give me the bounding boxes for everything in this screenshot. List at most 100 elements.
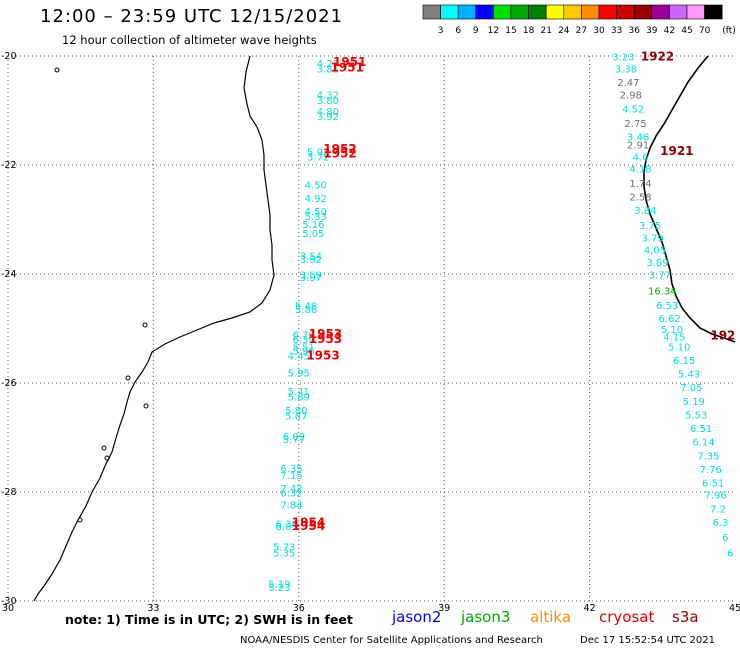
island-outline bbox=[104, 455, 110, 461]
lat-tick-label: -22 bbox=[1, 160, 17, 171]
wave-height-label: 5.48 bbox=[295, 301, 317, 312]
island-outline bbox=[142, 322, 148, 328]
wave-height-label: 3.92 bbox=[317, 112, 339, 123]
wave-height-label: 5.19 bbox=[683, 397, 705, 408]
lat-tick-label: -26 bbox=[1, 378, 17, 389]
wave-height-label: 6.39 bbox=[293, 335, 315, 346]
lon-tick-label: 33 bbox=[147, 603, 159, 614]
pass-time-label: 1953 bbox=[309, 327, 342, 341]
legend-tick-label: 30 bbox=[593, 26, 605, 36]
wave-height-label: 3.72 bbox=[307, 153, 329, 164]
wave-height-label: 3.89 bbox=[646, 258, 668, 269]
pass-time-label: 1952 bbox=[323, 142, 356, 156]
wave-height-label: 7.76 bbox=[700, 465, 722, 476]
legend-tick-label: 33 bbox=[611, 26, 622, 36]
legend-unit: (ft) bbox=[722, 26, 736, 36]
wave-height-label: 5.19 bbox=[268, 579, 290, 590]
island-outline bbox=[125, 375, 131, 381]
wave-height-label: 3.97 bbox=[300, 273, 322, 284]
pass-time-label: 1952 bbox=[323, 146, 356, 160]
lon-tick-label: 36 bbox=[293, 603, 305, 614]
wave-height-label: 4.6 bbox=[633, 153, 649, 164]
lon-tick-label: 39 bbox=[438, 603, 450, 614]
wave-height-label: 2.47 bbox=[617, 78, 639, 89]
wave-height-label: 5.95 bbox=[288, 368, 310, 379]
legend-tick-label: 12 bbox=[488, 26, 499, 36]
wave-height-label: 4.80 bbox=[317, 107, 339, 118]
legend-tick-label: 3 bbox=[438, 26, 444, 36]
legend-tick-label: 45 bbox=[681, 26, 692, 36]
pass-time-label: 1954 bbox=[292, 515, 325, 529]
wave-height-label: 6.09 bbox=[283, 432, 305, 443]
pass-time-label: 192 bbox=[710, 328, 735, 342]
wave-height-label: 6.15 bbox=[673, 356, 695, 367]
wave-height-label: 4.15 bbox=[663, 332, 685, 343]
legend-tick-label: 15 bbox=[505, 26, 516, 36]
legend-tick-label: 42 bbox=[664, 26, 675, 36]
legend-tick-label: 9 bbox=[473, 26, 479, 36]
timestamp-text: Dec 17 15:52:54 UTC 2021 bbox=[580, 635, 715, 646]
wave-height-label: 3.59 bbox=[300, 270, 322, 281]
wave-height-label: 5.93 bbox=[307, 148, 329, 159]
wave-height-label: 3.79 bbox=[641, 233, 663, 244]
wave-height-label: 6.62 bbox=[658, 314, 680, 325]
wave-height-label: 5.53 bbox=[685, 410, 707, 421]
wave-height-label: 5.89 bbox=[288, 392, 310, 403]
wave-height-label: 5.87 bbox=[285, 412, 307, 423]
wave-height-label: 7.96 bbox=[704, 491, 726, 502]
wave-height-label: 6.85 bbox=[276, 522, 298, 533]
wave-height-label: 5.77 bbox=[283, 435, 305, 446]
legend-swatch bbox=[704, 4, 723, 20]
lon-tick-label: 30 bbox=[2, 603, 14, 614]
island-outline bbox=[54, 67, 60, 73]
lon-tick-label: 42 bbox=[584, 603, 596, 614]
wave-height-label: 6.35 bbox=[280, 464, 302, 475]
wave-height-label: 4.52 bbox=[622, 105, 644, 116]
wave-height-label: 2.91 bbox=[627, 141, 649, 152]
legend-tick-label: 21 bbox=[540, 26, 551, 36]
pass-time-label: 1953 bbox=[309, 332, 342, 346]
credit-text: NOAA/NESDIS Center for Satellite Applica… bbox=[240, 635, 543, 646]
wave-height-label: 6.51 bbox=[702, 479, 724, 490]
wave-height-label: 4.92 bbox=[305, 194, 327, 205]
wave-height-label: 7.35 bbox=[697, 451, 719, 462]
pass-time-label: 1951 bbox=[331, 60, 364, 74]
wave-height-label: 6.34 bbox=[276, 519, 298, 530]
wave-height-label: 6 bbox=[722, 533, 728, 544]
map-subtitle: 12 hour collection of altimeter wave hei… bbox=[62, 33, 317, 47]
wave-height-label: 3.77 bbox=[649, 270, 671, 281]
lat-tick-label: -28 bbox=[1, 487, 17, 498]
wave-height-label: 5.16 bbox=[302, 220, 324, 231]
wave-height-label: 5.41 bbox=[288, 387, 310, 398]
wave-height-label: 3.23 bbox=[612, 52, 634, 63]
wave-height-label: 7.84 bbox=[280, 500, 302, 511]
wave-height-label: 7.42 bbox=[280, 484, 302, 495]
wave-height-label: 3.54 bbox=[300, 251, 322, 262]
wave-height-label: 4.50 bbox=[305, 180, 327, 191]
wave-height-label: 3.38 bbox=[615, 64, 637, 75]
lat-tick-label: -24 bbox=[1, 269, 17, 280]
wave-height-label: 5.73 bbox=[273, 542, 295, 553]
wave-height-label: 3.92 bbox=[300, 255, 322, 266]
wave-height-label: 5.10 bbox=[661, 325, 683, 336]
pass-time-label: 1921 bbox=[660, 144, 693, 158]
wave-height-label: 3.81 bbox=[317, 64, 339, 75]
footnote: note: 1) Time is in UTC; 2) SWH is in fe… bbox=[65, 612, 353, 627]
pass-time-label: 1954 bbox=[292, 519, 325, 533]
wave-height-label: 5.86 bbox=[295, 305, 317, 316]
wave-height-label: 6.53 bbox=[656, 301, 678, 312]
wave-height-label: 2.98 bbox=[620, 91, 642, 102]
wave-height-label: 7.05 bbox=[680, 383, 702, 394]
island-outline bbox=[101, 445, 107, 451]
wave-height-label: 3.80 bbox=[317, 96, 339, 107]
wave-height-label: 5.51 bbox=[293, 342, 315, 353]
color-legend: 3 6 9 12 15 18 21 24 27 30 33 36 39 42 45 70 (ft) bbox=[422, 4, 736, 36]
island-outline bbox=[77, 517, 83, 523]
pass-time-label: 1951 bbox=[333, 55, 366, 69]
wave-height-label: 16.34 bbox=[648, 287, 677, 298]
wave-height-label: 4.45 bbox=[288, 352, 310, 363]
wave-height-label: 5.35 bbox=[273, 548, 295, 559]
wave-height-label: 7.15 bbox=[280, 471, 302, 482]
